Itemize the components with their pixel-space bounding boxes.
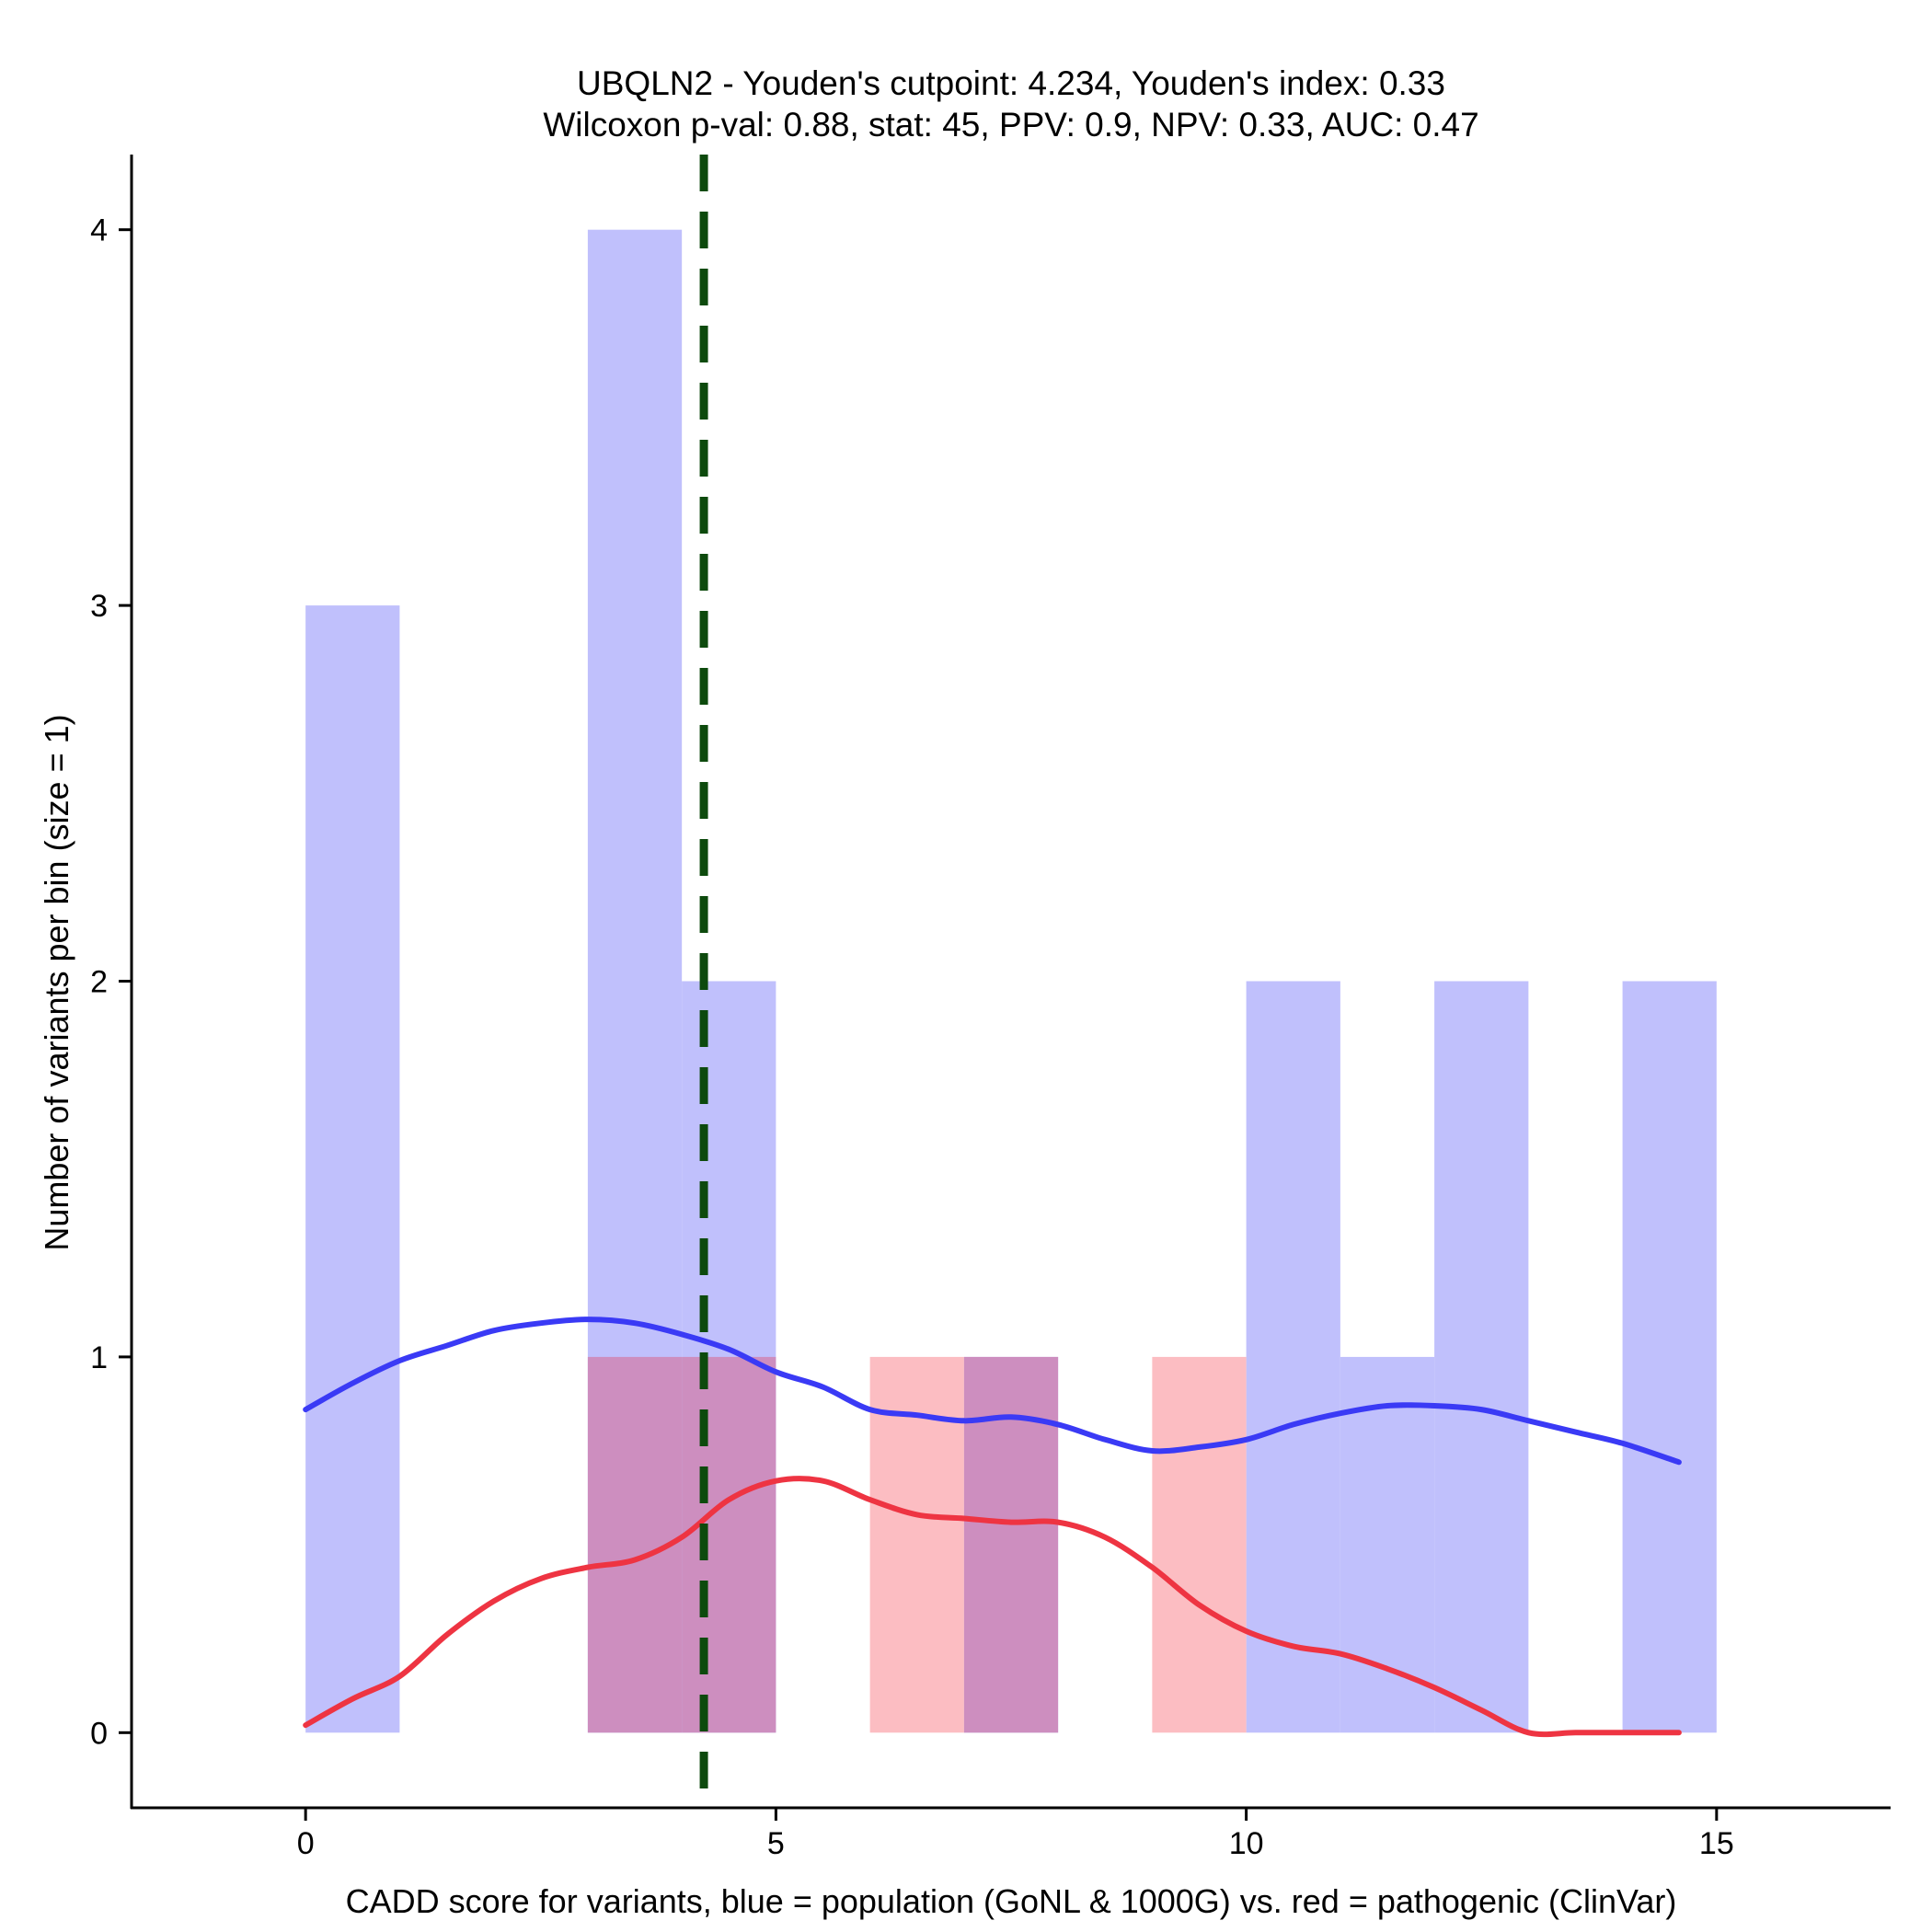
chart-title-line-2: Wilcoxon p-val: 0.88, stat: 45, PPV: 0.9… bbox=[543, 106, 1478, 144]
pathogenic-bar-9 bbox=[1152, 1356, 1247, 1733]
y-tick-label-1: 1 bbox=[90, 1340, 108, 1375]
population-density-line bbox=[303, 1317, 1682, 1466]
pathogenic-density-line bbox=[303, 1476, 1682, 1738]
x-axis-label: CADD score for variants, blue = populati… bbox=[346, 1882, 1677, 1920]
y-tick-label-0: 0 bbox=[90, 1716, 108, 1751]
y-tick-label-4: 4 bbox=[90, 213, 108, 248]
pathogenic-bar-7 bbox=[963, 1356, 1059, 1733]
chart-title-line-1: UBQLN2 - Youden's cutpoint: 4.234, Youde… bbox=[577, 64, 1445, 102]
histogram-bars bbox=[305, 229, 1717, 1733]
x-tick-label-0: 0 bbox=[297, 1826, 315, 1861]
x-tick-label-10: 10 bbox=[1229, 1826, 1264, 1861]
axes: 0 5 10 15 0 1 2 3 4 bbox=[90, 155, 1891, 1861]
density-lines bbox=[303, 1317, 1682, 1738]
y-tick-label-2: 2 bbox=[90, 965, 108, 1000]
x-tick-label-15: 15 bbox=[1699, 1826, 1734, 1861]
y-tick-label-3: 3 bbox=[90, 589, 108, 624]
population-bar-14 bbox=[1622, 981, 1717, 1733]
x-tick-label-5: 5 bbox=[767, 1826, 785, 1861]
pathogenic-bar-4 bbox=[682, 1356, 776, 1733]
population-bar-10 bbox=[1246, 981, 1340, 1733]
population-bar-0 bbox=[305, 605, 400, 1733]
y-axis-label: Number of variants per bin (size = 1) bbox=[38, 714, 75, 1250]
population-bar-12 bbox=[1434, 981, 1529, 1733]
